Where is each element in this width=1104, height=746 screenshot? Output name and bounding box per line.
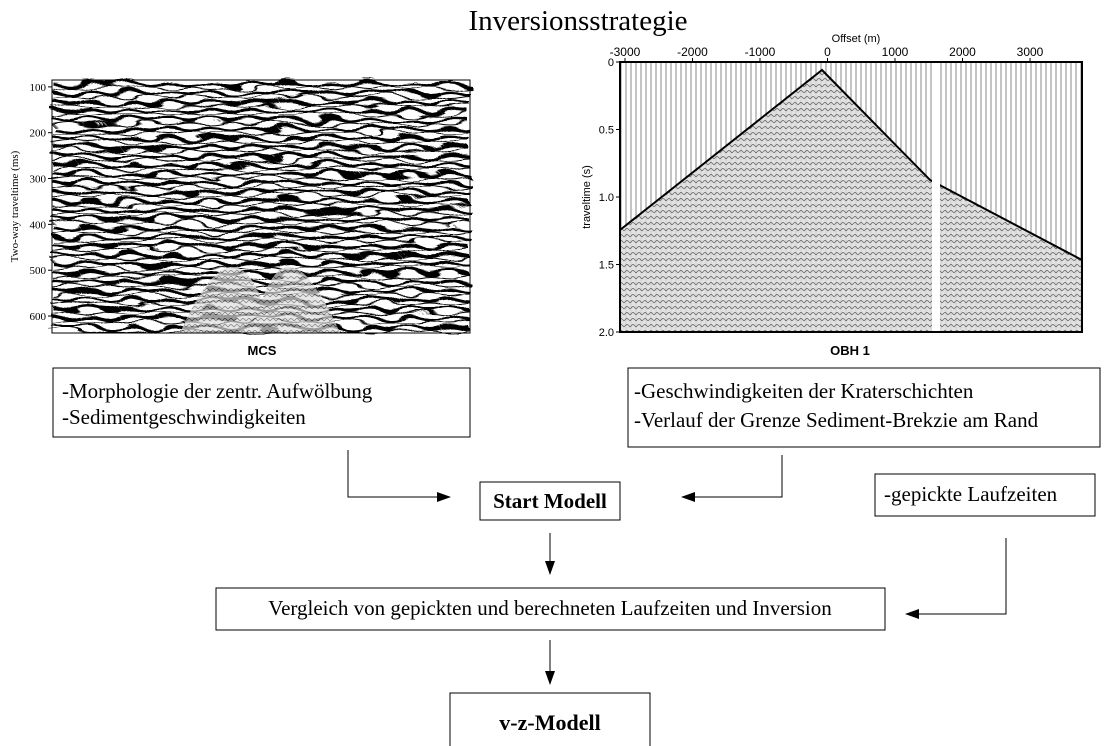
arrow (348, 450, 450, 497)
box-text: Start Modell (493, 489, 607, 513)
x-axis-label: Offset (m) (832, 33, 881, 45)
box-text: -Sedimentgeschwindigkeiten (62, 405, 306, 429)
x-tick-label: 2000 (949, 45, 976, 59)
x-tick-label: 1000 (882, 45, 909, 59)
x-tick-label: 3000 (1017, 45, 1044, 59)
box-text: -gepickte Laufzeiten (884, 482, 1058, 506)
box-text: -Morphologie der zentr. Aufwölbung (62, 379, 373, 403)
y-tick-label: 2.0 (599, 327, 614, 339)
box-text: -Verlauf der Grenze Sediment-Brekzie am … (634, 408, 1039, 432)
arrow (906, 538, 1006, 614)
y-tick-label: 1.5 (599, 260, 614, 272)
panel-label: OBH 1 (830, 343, 870, 358)
arrow (682, 455, 782, 497)
x-tick-label: 0 (824, 45, 831, 59)
x-tick-label: -2000 (677, 45, 708, 59)
y-tick-label: 1.0 (599, 192, 614, 204)
y-tick-label: 300 (30, 174, 47, 186)
title: Inversionsstrategie (468, 5, 687, 37)
x-tick-label: -1000 (745, 45, 776, 59)
box-text: v-z-Modell (499, 710, 600, 735)
y-axis-label: Two-way traveltime (ms) (9, 150, 21, 262)
mcs-image (52, 80, 470, 333)
box-text: Vergleich von gepickten und berechneten … (268, 596, 832, 620)
panel-label: MCS (248, 343, 277, 358)
x-tick-label: -3000 (610, 45, 641, 59)
y-tick-label: 400 (30, 219, 47, 231)
y-tick-label: 0.5 (599, 125, 614, 137)
y-tick-label: 200 (30, 128, 47, 140)
y-tick-label: 100 (30, 82, 47, 94)
y-tick-label: 500 (30, 265, 47, 277)
y-axis-label: traveltime (s) (581, 165, 593, 229)
obh-image (620, 62, 1082, 332)
box-text: -Geschwindigkeiten der Kraterschichten (634, 379, 974, 403)
y-tick-label: 600 (30, 311, 47, 323)
diagram: Inversionsstrategie MCS OBH 1 -Morpholog… (0, 0, 1104, 746)
